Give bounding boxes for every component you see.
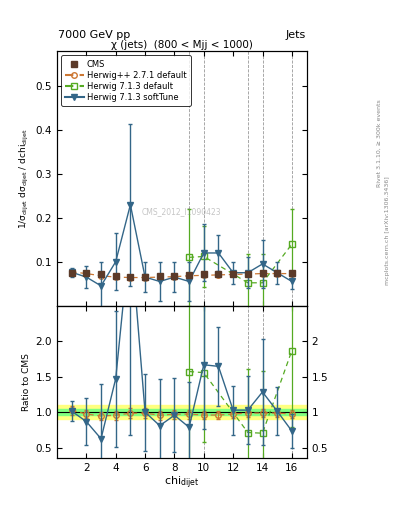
Text: 7000 GeV pp: 7000 GeV pp: [58, 30, 130, 40]
Text: Rivet 3.1.10, ≥ 300k events: Rivet 3.1.10, ≥ 300k events: [377, 99, 382, 187]
Y-axis label: Ratio to CMS: Ratio to CMS: [22, 353, 31, 411]
Title: χ (jets)  (800 < Mjj < 1000): χ (jets) (800 < Mjj < 1000): [111, 40, 253, 50]
Bar: [57, 405, 307, 419]
Text: mcplots.cern.ch [arXiv:1306.3436]: mcplots.cern.ch [arXiv:1306.3436]: [385, 176, 389, 285]
Y-axis label: 1/σ$_\mathregular{dijet}$ dσ$_\mathregular{dijet}$ / dchi$_\mathregular{dijet}$: 1/σ$_\mathregular{dijet}$ dσ$_\mathregul…: [18, 128, 31, 229]
X-axis label: chi$_\mathregular{dijet}$: chi$_\mathregular{dijet}$: [164, 475, 199, 491]
Bar: [57, 409, 307, 415]
Legend: CMS, Herwig++ 2.7.1 default, Herwig 7.1.3 default, Herwig 7.1.3 softTune: CMS, Herwig++ 2.7.1 default, Herwig 7.1.…: [61, 55, 191, 106]
Text: CMS_2012_I1090423: CMS_2012_I1090423: [142, 207, 222, 216]
Text: Jets: Jets: [285, 30, 306, 40]
